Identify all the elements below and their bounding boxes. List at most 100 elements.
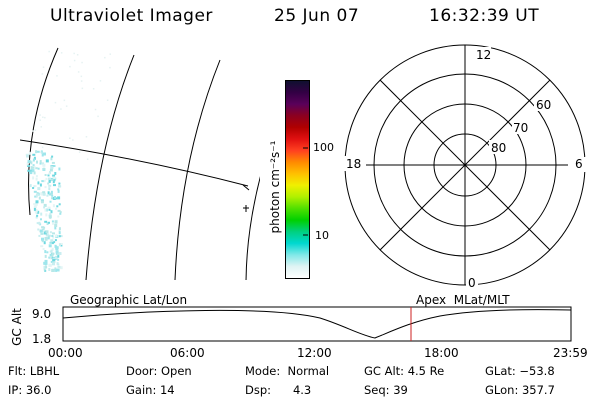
aurora-pixel [33,203,36,206]
aurora-pixel [48,208,51,211]
aurora-pixel [40,126,42,128]
aurora-pixel [109,53,111,55]
longitude-line [85,54,135,280]
aurora-pixel [73,59,76,62]
gain-value: Gain: 14 [126,383,175,397]
aurora-pixel [43,265,46,269]
aurora-pixel [109,66,111,69]
aurora-pixel [44,259,48,263]
aurora-pixel [34,129,37,131]
aurora-pixel [41,192,44,196]
aurora-pixel [27,169,31,172]
aurora-pixel [33,207,36,211]
aurora-pixel [59,243,63,245]
aurora-pixel [46,251,49,254]
aurora-pixel [57,254,60,258]
timeline-left-title: Geographic Lat/Lon [70,293,188,307]
aurora-pixel [42,116,44,118]
aurora-pixel [51,235,54,237]
aurora-pixel [60,52,63,54]
aurora-pixel [36,160,38,164]
aurora-pixel [51,247,54,251]
aurora-pixel [50,157,53,161]
aurora-pixel [85,136,88,138]
aurora-pixel [27,164,30,167]
aurora-pixel [78,151,81,153]
aurora-pixel [42,248,45,250]
aurora-pixel [44,208,47,212]
aurora-pixel [80,80,83,82]
aurora-pixel [52,259,56,263]
aurora-pixel [57,188,60,191]
colorbar-tick-10: 10 [315,229,329,242]
aurora-pixel [42,163,46,167]
aurora-pixel [58,229,61,232]
aurora-pixel [55,197,58,200]
aurora-pixel [48,193,51,196]
aurora-pixel [31,169,35,173]
aurora-pixel [35,200,39,204]
aurora-pixel [57,215,60,218]
aurora-pixel [30,161,33,165]
aurora-pixel [54,239,57,242]
aurora-pixel [45,177,48,180]
aurora-pixel [49,171,51,174]
aurora-pixel [28,151,31,155]
aurora-pixel [46,222,49,225]
altitude-curve [62,309,572,339]
aurora-pixel [51,220,54,223]
aurora-pixel [48,179,51,183]
mlt-label-6: 6 [575,157,583,171]
aurora-pixel [54,172,57,175]
aurora-pixel [55,268,58,272]
aurora-pixel [57,189,60,193]
aurora-pixel [35,211,38,214]
aurora-pixel [56,253,59,256]
aurora-pixel [48,177,51,181]
aurora-pixel [59,211,62,214]
aurora-pixel [54,196,56,199]
timeline-ytick-9: 9.0 [32,307,52,321]
aurora-pixel [53,241,56,244]
aurora-pixel [54,226,57,230]
aurora-pixel [44,237,48,241]
aurora-pixel [97,115,99,118]
aurora-pixel [34,195,38,198]
aurora-pixel [63,99,66,102]
colorbar [285,80,310,279]
aurora-pixel [41,226,45,229]
aurora-pixel [48,172,51,175]
aurora-pixel [92,88,95,90]
aurora-pixel [32,176,35,180]
aurora-pixel [55,250,59,254]
aurora-pixel [44,254,47,258]
aurora-pixel [99,80,102,82]
aurora-pixel [49,231,52,234]
aurora-pixel [44,237,48,239]
aurora-pixel [51,197,54,200]
aurora-pixel [60,108,62,110]
aurora-pixel [46,194,49,197]
flt-value: Flt: LBHL [8,364,60,378]
aurora-pixel [59,235,63,238]
aurora-pixel [44,220,48,223]
aurora-pixel [49,256,52,260]
door-value: Door: Open [126,364,192,378]
aurora-pixel [26,162,29,166]
mode-value: Mode: Normal [245,364,330,378]
time-label: 16:32:39 UT [429,6,540,26]
aurora-pixel [57,196,61,200]
aurora-pixel [52,222,54,225]
aurora-pixel [59,266,63,270]
mlt-label-12: 12 [476,48,492,62]
aurora-pixel [44,186,47,189]
aurora-pixel [49,168,53,172]
lat-label-80: 80 [491,141,507,155]
aurora-pixel [48,50,50,53]
aurora-pixel [47,206,51,209]
aurora-pixel [69,65,71,68]
aurora-pixel [41,73,44,75]
aurora-pixel [72,139,74,141]
aurora-emission [25,50,111,272]
aurora-pixel [35,177,38,181]
